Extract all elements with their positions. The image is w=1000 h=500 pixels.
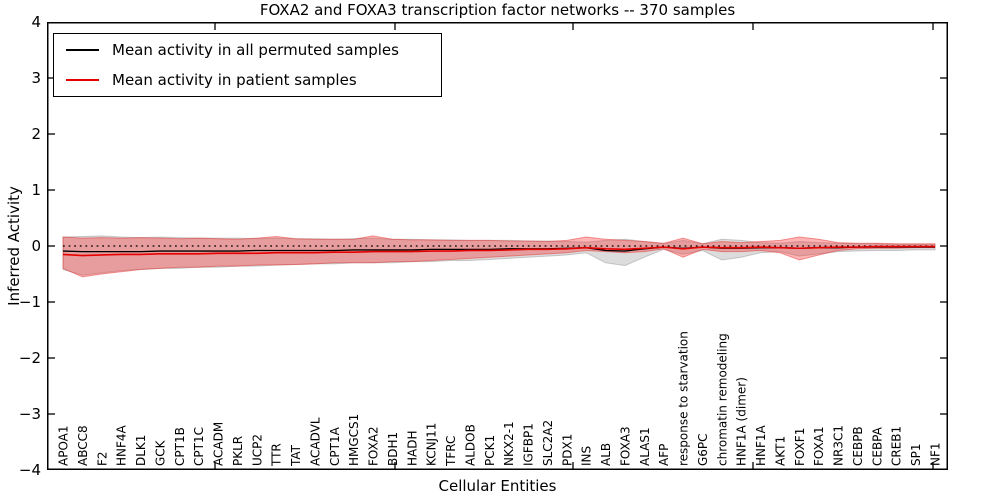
x-category-label: TTR — [270, 443, 284, 467]
x-category-label: IGFBP1 — [522, 423, 536, 466]
x-category-label: FOXA3 — [618, 426, 632, 466]
legend-item-patient: Mean activity in patient samples — [66, 68, 441, 92]
x-category-label: BDH1 — [386, 432, 400, 466]
x-category-label: chromatin remodeling — [715, 333, 729, 466]
y-tick-label: 0 — [31, 237, 41, 255]
x-category-label: SLC2A2 — [541, 420, 555, 466]
legend-item-permuted: Mean activity in all permuted samples — [66, 38, 441, 62]
x-category-label: NKX2-1 — [502, 421, 516, 466]
x-category-label: ABCC8 — [76, 425, 90, 466]
x-category-label: DLK1 — [134, 435, 148, 466]
x-category-label: NF1 — [929, 442, 943, 466]
x-category-label: F2 — [95, 451, 109, 466]
y-tick-label: 1 — [31, 181, 41, 199]
y-tick-label: 3 — [31, 69, 41, 87]
x-category-label: G6PC — [696, 433, 710, 466]
permuted-samples-std-band — [62, 235, 936, 276]
x-category-label: response to starvation — [677, 331, 691, 466]
x-category-label: FOXF1 — [793, 428, 807, 466]
x-category-label: CEBPB — [851, 426, 865, 466]
x-category-label: ALAS1 — [638, 427, 652, 466]
x-category-label: HNF4A — [115, 424, 129, 466]
x-category-label: NR3C1 — [832, 425, 846, 466]
axes-border — [47, 22, 948, 470]
x-category-label: TFRC — [444, 436, 458, 467]
x-category-label: HNF1A (dimer) — [735, 377, 749, 466]
x-category-label: ALDOB — [463, 424, 477, 466]
x-category-label: SP1 — [909, 444, 923, 467]
x-category-label: CPT1B — [173, 427, 187, 466]
legend-line-patient — [66, 79, 99, 81]
x-axis-label: Cellular Entities — [438, 477, 557, 495]
y-tick-label: −4 — [18, 461, 41, 479]
x-category-label: CREB1 — [890, 426, 904, 466]
x-category-label: FOXA2 — [367, 426, 381, 466]
x-category-label: TAT — [289, 444, 303, 467]
x-category-label: PKLR — [231, 436, 245, 466]
chart-canvas: APOA1 ABCC8 F2 HNF4A DLK1 GCK CPT1B CPT1C ACADM P… — [47, 21, 948, 471]
x-category-label: FOXA1 — [812, 426, 826, 466]
legend: Mean activity in all permuted samples Me… — [53, 33, 442, 97]
y-tick-label: 2 — [31, 125, 41, 143]
x-category-label: PCK1 — [483, 435, 497, 466]
x-category-label: ALB — [599, 443, 613, 466]
x-category-label: CPT1A — [328, 426, 342, 466]
legend-line-permuted — [66, 49, 99, 51]
x-category-label: ACADM — [212, 422, 226, 466]
x-category-label: GCK — [153, 439, 167, 466]
x-category-label: PDX1 — [560, 434, 574, 466]
chart-title: FOXA2 and FOXA3 transcription factor net… — [259, 1, 736, 19]
x-category-label: HADH — [405, 431, 419, 467]
legend-label-permuted: Mean activity in all permuted samples — [112, 41, 399, 59]
x-category-label: AKT1 — [773, 436, 787, 466]
x-category-label: APOA1 — [57, 425, 71, 466]
patient-samples-std-band — [62, 235, 936, 278]
x-category-label: CPT1C — [192, 427, 206, 466]
x-category-label: ACADVL — [308, 417, 322, 466]
plot-area: APOA1 ABCC8 F2 HNF4A DLK1 GCK CPT1B CPT1C ACADM P… — [47, 21, 948, 471]
x-category-label: UCP2 — [250, 434, 264, 466]
y-tick-label: 4 — [31, 13, 41, 31]
x-category-label: HNF1A — [754, 424, 768, 466]
x-category-label: AFP — [657, 444, 671, 466]
x-category-label: HMGCS1 — [347, 414, 361, 466]
legend-label-patient: Mean activity in patient samples — [112, 71, 357, 89]
x-category-label: INS — [580, 446, 594, 466]
y-tick-label: −3 — [18, 405, 41, 423]
x-category-label: KCNJ11 — [425, 423, 439, 466]
y-tick-label: −1 — [18, 293, 41, 311]
patient-mean-line — [62, 245, 935, 257]
y-tick-label: −2 — [18, 349, 41, 367]
x-category-label: CEBPA — [870, 426, 884, 466]
